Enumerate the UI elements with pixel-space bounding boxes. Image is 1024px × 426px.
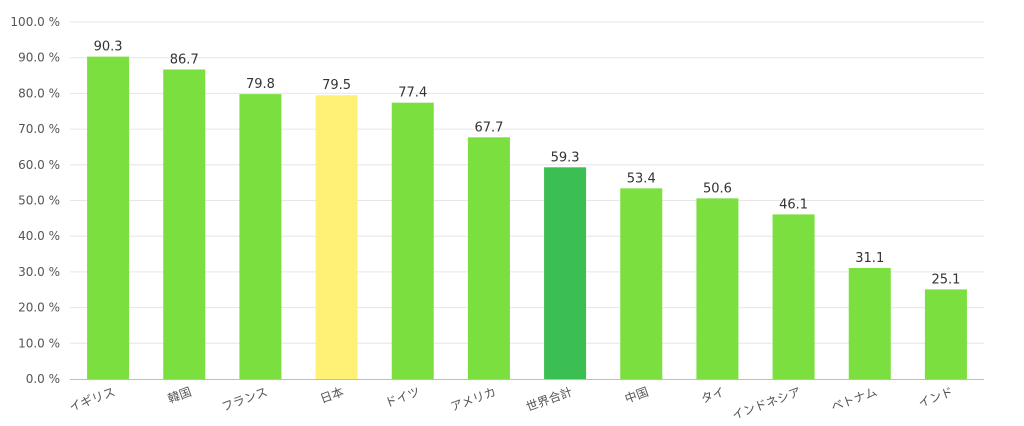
x-tick-label: フランス bbox=[220, 385, 270, 414]
data-label: 86.7 bbox=[170, 52, 199, 67]
data-labels: 90.3 86.7 79.8 79.5 77.4 67.7 59.3 53.4 50.6 46.1… bbox=[94, 40, 961, 288]
bar bbox=[696, 198, 739, 379]
data-label: 53.4 bbox=[627, 171, 656, 186]
x-tick-label: インドネシア bbox=[730, 385, 802, 423]
data-label: 31.1 bbox=[855, 251, 884, 266]
bar bbox=[163, 69, 206, 379]
y-tick-label: 40.0 % bbox=[18, 229, 60, 243]
y-tick-label: 50.0 % bbox=[18, 194, 60, 208]
bars bbox=[87, 56, 967, 380]
x-tick-label: 中国 bbox=[623, 384, 651, 406]
bar bbox=[544, 167, 587, 379]
x-tick-label: ドイツ bbox=[383, 385, 422, 410]
y-tick-label: 70.0 % bbox=[18, 122, 60, 136]
data-label: 50.6 bbox=[703, 181, 732, 196]
data-label: 77.4 bbox=[398, 86, 427, 101]
bar bbox=[467, 137, 510, 379]
x-tick-label: アメリカ bbox=[449, 385, 498, 414]
y-tick-label: 90.0 % bbox=[18, 51, 60, 65]
x-axis-ticks: イギリス 韓国 フランス 日本 ドイツ アメリカ 世界合計 中国 タイ インドネシア ベトナム インド bbox=[67, 384, 955, 423]
data-label: 79.8 bbox=[246, 77, 275, 92]
bar bbox=[924, 289, 967, 379]
y-tick-label: 0.0 % bbox=[26, 372, 60, 386]
bar bbox=[315, 95, 358, 379]
y-axis-ticks: 0.0 % 10.0 % 20.0 % 30.0 % 40.0 % 50.0 % 60.0 … bbox=[10, 15, 60, 386]
y-tick-label: 80.0 % bbox=[18, 86, 60, 100]
x-tick-label: イギリス bbox=[67, 385, 117, 415]
bar bbox=[620, 188, 663, 379]
bar bbox=[239, 94, 282, 379]
x-tick-label: ベトナム bbox=[829, 385, 879, 414]
x-tick-label: 韓国 bbox=[166, 385, 193, 406]
y-tick-label: 60.0 % bbox=[18, 158, 60, 172]
bar bbox=[87, 56, 130, 380]
data-label: 46.1 bbox=[779, 197, 808, 212]
data-label: 90.3 bbox=[94, 40, 123, 55]
data-label: 67.7 bbox=[474, 120, 503, 135]
bar bbox=[848, 267, 891, 379]
y-tick-label: 100.0 % bbox=[10, 15, 60, 29]
x-tick-label: インド bbox=[916, 385, 955, 410]
y-tick-label: 20.0 % bbox=[18, 301, 60, 315]
gridlines bbox=[70, 21, 984, 344]
y-tick-label: 10.0 % bbox=[18, 336, 60, 350]
x-tick-label: タイ bbox=[699, 385, 726, 406]
bar bbox=[772, 214, 815, 379]
y-tick-label: 30.0 % bbox=[18, 265, 60, 279]
x-tick-label: 日本 bbox=[318, 385, 345, 406]
data-label: 79.5 bbox=[322, 78, 351, 93]
data-label: 25.1 bbox=[931, 272, 960, 287]
x-tick-label: 世界合計 bbox=[524, 384, 574, 415]
data-label: 59.3 bbox=[551, 150, 580, 165]
bar bbox=[391, 102, 434, 379]
